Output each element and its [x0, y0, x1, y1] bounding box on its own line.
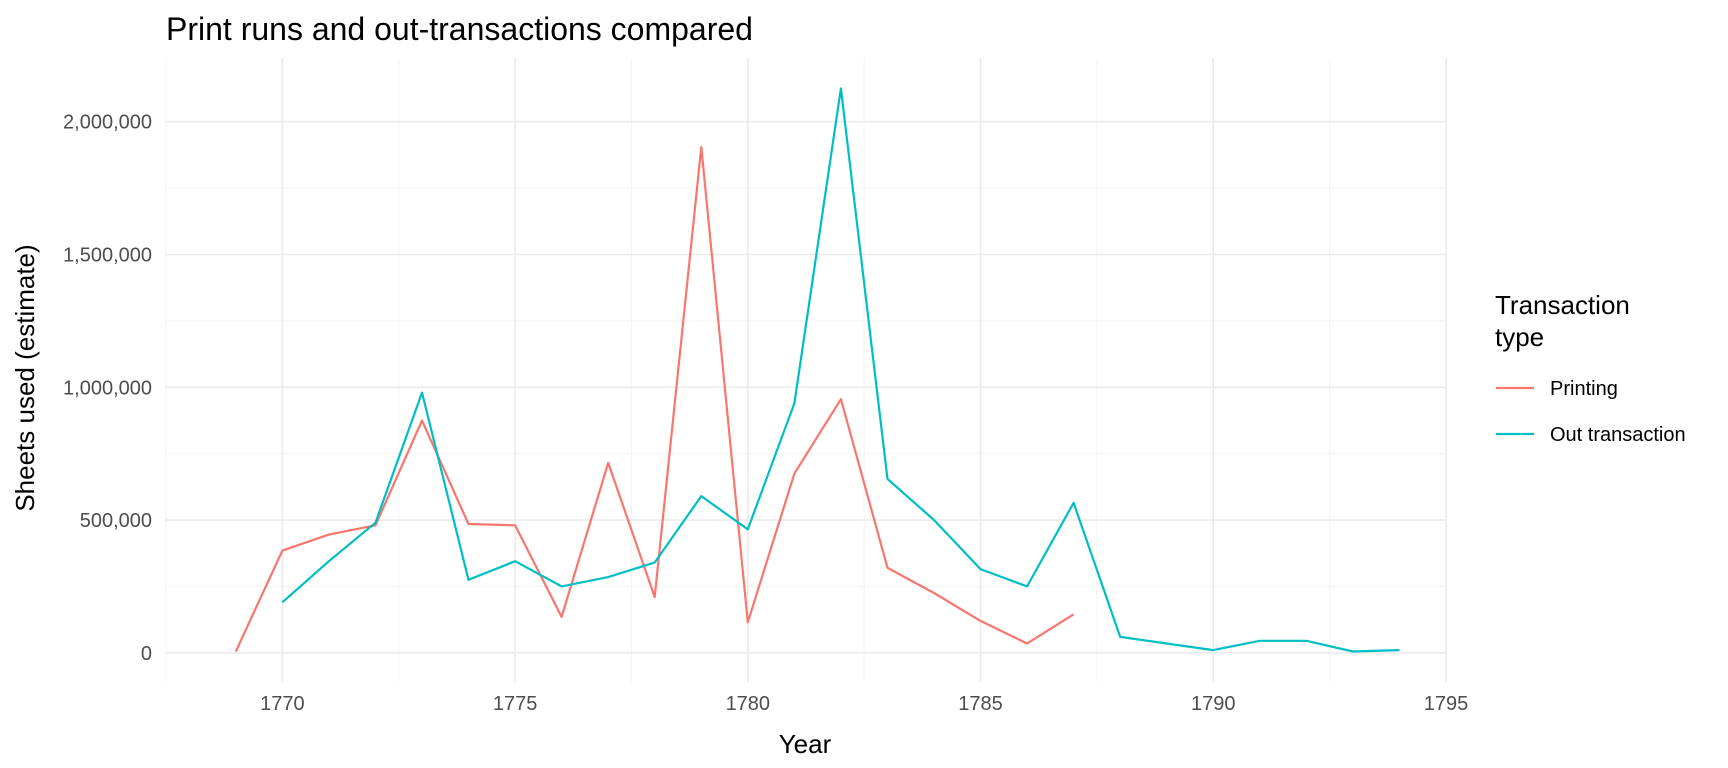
grid-lines — [165, 58, 1447, 682]
y-axis-title: Sheets used (estimate) — [10, 244, 40, 511]
y-tick-label: 1,000,000 — [63, 377, 152, 399]
legend-title-line-1: Transaction — [1495, 290, 1630, 320]
series-line-printing — [234, 145, 1075, 652]
legend-title-line-2: type — [1495, 322, 1544, 352]
x-tick-label: 1780 — [726, 693, 771, 715]
legend-label-printing: Printing — [1550, 378, 1618, 400]
y-tick-label: 1,500,000 — [63, 244, 152, 266]
x-tick-label: 1790 — [1191, 693, 1236, 715]
y-axis-ticks: 0 500,000 1,000,000 1,500,000 2,000,000 — [63, 112, 152, 665]
x-axis-title: Year — [779, 729, 832, 759]
x-tick-label: 1775 — [493, 693, 538, 715]
series-lines — [234, 87, 1400, 653]
x-tick-label: 1795 — [1424, 693, 1469, 715]
legend: Transaction type Printing Out transaction — [1495, 290, 1686, 446]
legend-label-out-transaction: Out transaction — [1550, 424, 1686, 446]
x-tick-label: 1785 — [958, 693, 1003, 715]
x-axis-ticks: 1770 1775 1780 1785 1790 1795 — [260, 693, 1468, 715]
series-line-out-transaction — [281, 87, 1400, 653]
y-tick-label: 0 — [141, 643, 152, 665]
chart-title: Print runs and out-transactions compared — [166, 11, 753, 47]
y-tick-label: 2,000,000 — [63, 112, 152, 134]
x-tick-label: 1770 — [260, 693, 305, 715]
y-tick-label: 500,000 — [80, 510, 152, 532]
